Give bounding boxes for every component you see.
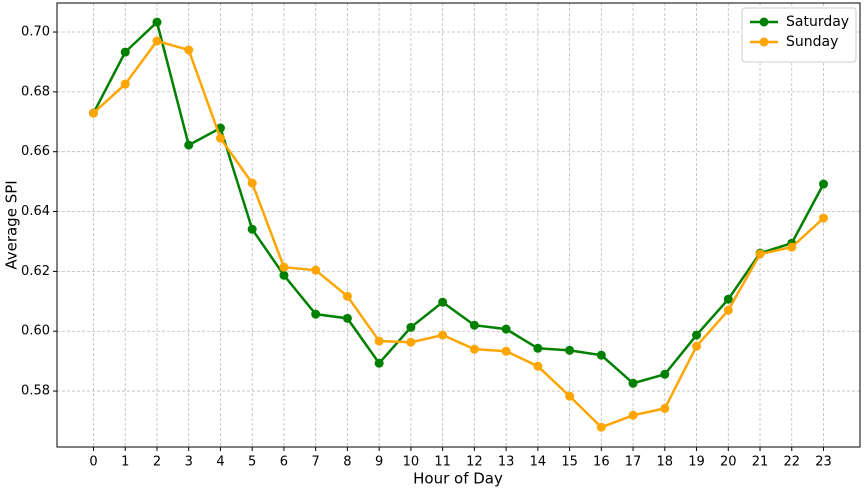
series-line — [92, 39, 825, 429]
point — [533, 361, 543, 371]
x-tick-label: 7 — [312, 455, 320, 470]
plot-frame — [56, 2, 861, 448]
legend-label: Saturday — [786, 14, 849, 30]
point — [406, 337, 416, 347]
x-tick-label: 1 — [121, 455, 129, 470]
point — [120, 79, 130, 89]
point — [723, 294, 733, 304]
point — [152, 36, 162, 46]
y-tick-label: 0.66 — [21, 144, 50, 159]
point — [660, 403, 670, 413]
point — [438, 297, 448, 307]
point — [469, 320, 479, 330]
point — [152, 17, 162, 27]
x-tick-label: 3 — [185, 455, 193, 470]
x-tick-label: 20 — [720, 455, 737, 470]
point — [311, 265, 321, 275]
point — [89, 108, 98, 118]
x-tick-label: 9 — [375, 455, 383, 470]
point — [787, 242, 797, 252]
point — [565, 345, 575, 355]
y-tick-label: 0.68 — [21, 84, 50, 99]
point — [311, 309, 321, 319]
point — [120, 47, 130, 57]
point — [692, 341, 702, 351]
point — [374, 358, 384, 368]
x-tick-label: 23 — [815, 455, 832, 470]
point — [501, 324, 511, 334]
point — [628, 378, 638, 388]
x-tick-label: 18 — [657, 455, 674, 470]
point — [215, 133, 225, 143]
point — [406, 322, 416, 332]
x-tick-label: 12 — [466, 455, 483, 470]
point — [565, 391, 575, 401]
x-tick-label: 14 — [530, 455, 547, 470]
y-tick-label: 0.64 — [21, 204, 50, 219]
y-tick-label: 0.60 — [21, 324, 50, 339]
legend-label: Sunday — [786, 34, 838, 50]
point — [819, 213, 828, 223]
x-tick-label: 5 — [248, 455, 256, 470]
point — [247, 224, 257, 234]
x-tick-label: 2 — [153, 455, 161, 470]
point — [279, 262, 289, 272]
x-tick-label: 11 — [434, 455, 451, 470]
point — [279, 270, 289, 280]
point — [342, 313, 352, 323]
point — [692, 330, 702, 340]
point — [247, 178, 257, 188]
point — [660, 369, 670, 379]
point — [596, 422, 606, 432]
point — [184, 140, 194, 150]
point — [755, 249, 765, 259]
point — [596, 350, 606, 360]
point — [342, 291, 352, 301]
x-tick-label: 6 — [280, 455, 288, 470]
legend-marker — [759, 37, 769, 47]
point — [184, 45, 194, 55]
x-tick-label: 8 — [343, 455, 351, 470]
x-tick-label: 17 — [625, 455, 642, 470]
point — [469, 344, 479, 354]
point — [533, 343, 543, 353]
point — [723, 305, 733, 315]
x-tick-label: 0 — [89, 455, 97, 470]
x-axis-label: Hour of Day — [413, 470, 503, 488]
y-tick-label: 0.62 — [21, 264, 50, 279]
point — [819, 179, 828, 189]
x-tick-label: 16 — [593, 455, 610, 470]
y-axis-label: Average SPI — [3, 180, 21, 269]
x-tick-label: 22 — [783, 455, 800, 470]
legend-marker — [759, 17, 769, 27]
point — [374, 336, 384, 346]
x-tick-label: 4 — [216, 455, 224, 470]
x-tick-label: 21 — [752, 455, 769, 470]
y-tick-label: 0.70 — [21, 25, 50, 40]
point — [438, 330, 448, 340]
x-tick-label: 10 — [403, 455, 420, 470]
x-tick-label: 19 — [688, 455, 705, 470]
point — [501, 346, 511, 356]
y-tick-label: 0.58 — [21, 384, 50, 399]
legend: Saturday Sunday — [741, 7, 857, 63]
point — [628, 410, 638, 420]
x-tick-label: 13 — [498, 455, 515, 470]
x-tick-label: 15 — [561, 455, 578, 470]
series-line — [92, 19, 825, 385]
